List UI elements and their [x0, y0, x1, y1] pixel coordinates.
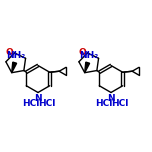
Text: HCl: HCl: [38, 100, 56, 109]
Text: HCl: HCl: [111, 100, 129, 109]
Polygon shape: [12, 62, 17, 73]
Text: HCl: HCl: [95, 100, 113, 109]
Polygon shape: [85, 62, 90, 73]
Text: N: N: [34, 94, 42, 103]
Text: NH₂: NH₂: [79, 51, 98, 60]
Text: HCl: HCl: [22, 100, 40, 109]
Text: NH₂: NH₂: [6, 51, 25, 60]
Text: N: N: [107, 94, 115, 103]
Text: O: O: [79, 48, 86, 57]
Text: O: O: [6, 48, 14, 57]
